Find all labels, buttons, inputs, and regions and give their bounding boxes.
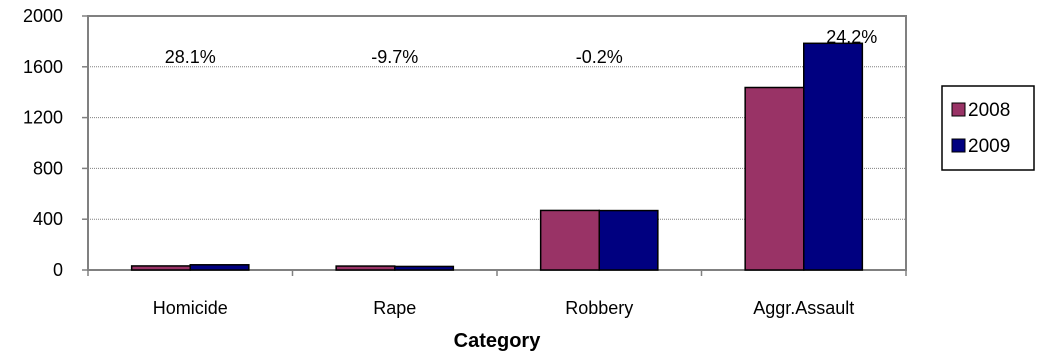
bar-2009: [394, 265, 455, 271]
percent-change-label: -0.2%: [576, 47, 623, 67]
bars: [130, 42, 864, 271]
y-tick-label: 0: [53, 260, 63, 280]
y-tick-label: 1200: [23, 108, 63, 128]
percent-change-label: 24.2%: [826, 27, 877, 47]
bar-2009: [598, 209, 659, 271]
x-tick-label: Homicide: [153, 298, 228, 318]
y-tick-label: 2000: [23, 6, 63, 26]
plot-area: 28.1% -9.7% -0.2% 24.2%: [87, 15, 907, 271]
bar-2008: [335, 265, 396, 271]
x-axis-title: Category: [454, 330, 542, 352]
bar-2008: [744, 86, 805, 271]
legend-box: [941, 85, 1035, 171]
x-tick-label: Rape: [373, 298, 416, 318]
bar-2009: [189, 264, 250, 271]
y-tick-label: 800: [33, 158, 63, 178]
bar-2009: [803, 42, 864, 271]
legend: 2008 2009: [941, 85, 1035, 171]
percent-change-label: -9.7%: [371, 47, 418, 67]
legend-swatch-2008: [951, 102, 966, 117]
y-tick-label: 1600: [23, 57, 63, 77]
legend-label-2008: 2008: [968, 100, 1010, 121]
x-tick-label: Aggr.Assault: [753, 298, 854, 318]
legend-label-2009: 2009: [968, 136, 1010, 157]
bar-2008: [539, 209, 601, 271]
annotations: 28.1% -9.7% -0.2% 24.2%: [165, 27, 878, 67]
legend-swatch-2009: [951, 138, 966, 153]
x-axis: Homicide Rape Robbery Aggr.Assault: [87, 270, 907, 318]
y-axis: 0 400 800 1200 1600 2000: [23, 6, 89, 280]
y-tick-label: 400: [33, 209, 63, 229]
x-tick-label: Robbery: [565, 298, 633, 318]
percent-change-label: 28.1%: [165, 47, 216, 67]
gridlines: [88, 66, 906, 220]
bar-2008: [130, 265, 191, 271]
